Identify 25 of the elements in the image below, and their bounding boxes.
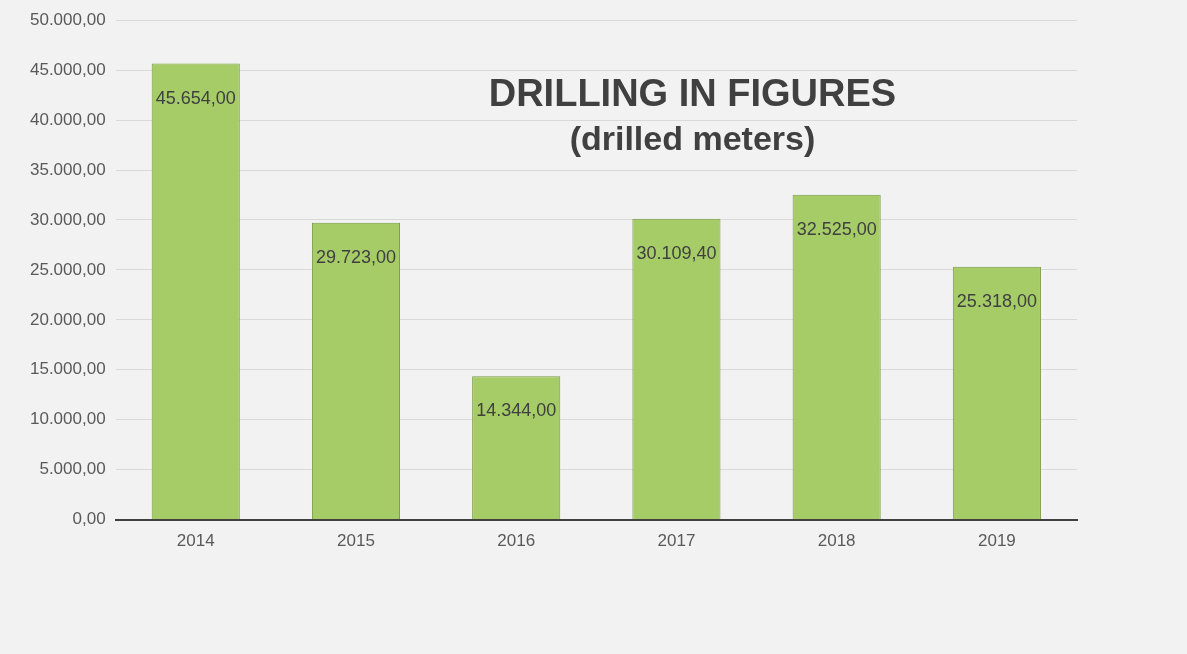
y-tick-label: 45.000,00 (29, 59, 106, 79)
y-tick-label: 10.000,00 (29, 409, 106, 429)
y-tick-label: 15.000,00 (29, 359, 106, 379)
data-label: 29.723,00 (315, 246, 397, 267)
y-tick-label: 20.000,00 (29, 309, 106, 329)
x-tick-label: 2019 (977, 531, 1016, 551)
y-tick-label: 30.000,00 (29, 209, 106, 229)
x-tick-label: 2016 (497, 531, 536, 551)
y-tick-label: 25.000,00 (29, 259, 106, 279)
data-label: 14.344,00 (476, 400, 557, 421)
y-tick-label: 50.000,00 (29, 9, 106, 29)
x-tick-label: 2018 (817, 531, 856, 551)
x-tick-label: 2014 (176, 531, 215, 551)
y-tick-label: 35.000,00 (29, 159, 106, 179)
text: DRILLING IN FIGURES (488, 71, 897, 114)
data-label: 30.109,40 (636, 242, 717, 263)
y-tick-label: 5.000,00 (39, 459, 106, 479)
x-tick-label: 2015 (337, 531, 375, 551)
data-label: 25.318,00 (956, 290, 1037, 311)
text: (drilled meters) (569, 118, 816, 157)
y-tick-label: 40.000,00 (29, 109, 106, 129)
data-label: 45.654,00 (155, 87, 236, 108)
x-tick-label: 2017 (657, 531, 696, 551)
y-tick-label: 0,00 (72, 509, 106, 529)
data-label: 32.525,00 (796, 218, 877, 239)
